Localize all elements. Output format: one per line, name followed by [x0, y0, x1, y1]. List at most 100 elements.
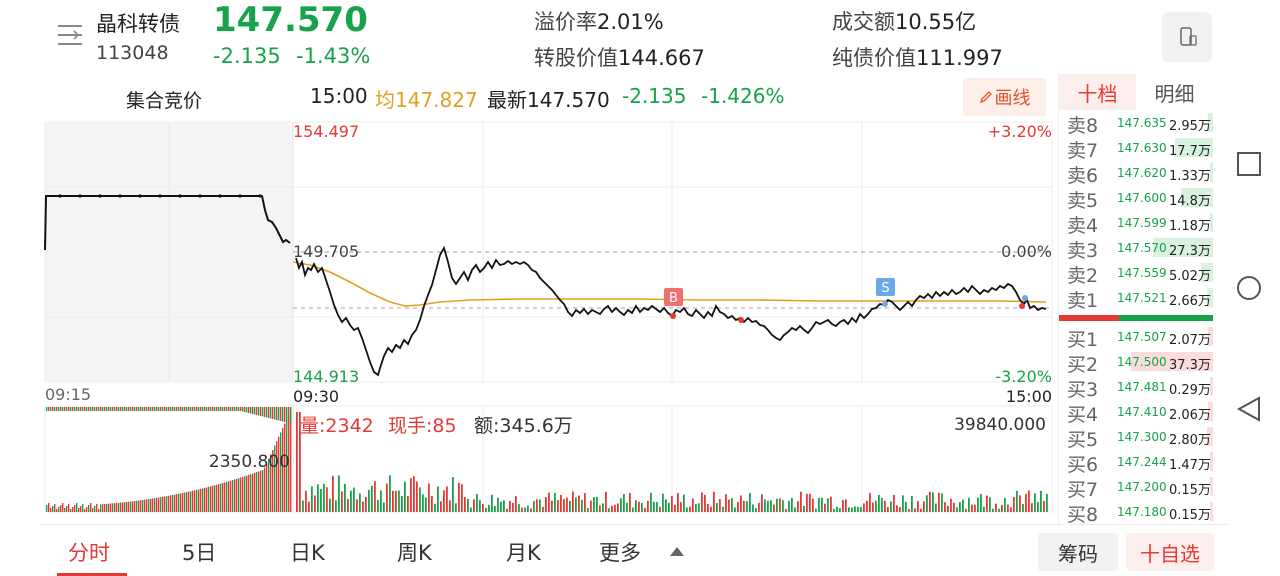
volume-bar: [118, 502, 120, 512]
volume-bar: [78, 508, 80, 512]
ask-level-row[interactable]: 卖3 147.570 27.3万: [1059, 235, 1213, 262]
volume-bar: [286, 407, 288, 423]
volume-bar: [174, 407, 176, 411]
tab-details[interactable]: 明细: [1154, 81, 1195, 106]
bid-level-row[interactable]: 买3 147.481 0.29万: [1059, 374, 1213, 401]
volume-bar: [1031, 503, 1033, 512]
tab-intraday[interactable]: 分时: [68, 541, 110, 565]
bid-level-row[interactable]: 买2 147.500 37.3万: [1059, 349, 1213, 376]
volume-bar: [728, 499, 730, 512]
volume-bar: [1004, 498, 1006, 512]
add-watchlist-button[interactable]: 十自选: [1126, 533, 1214, 571]
ask-level-row[interactable]: 卖5 147.600 14.8万: [1059, 185, 1213, 212]
volume-bar: [136, 500, 138, 512]
volume-bar: [398, 490, 400, 512]
bid-level-row[interactable]: 买5 147.300 2.80万: [1059, 424, 1213, 451]
volume-bar: [854, 506, 856, 512]
caret-up-icon[interactable]: [670, 547, 684, 556]
volume-bar: [180, 493, 182, 512]
ask-level-row[interactable]: 卖4 147.599 1.18万: [1059, 210, 1213, 237]
bid-level-row[interactable]: 买8 147.180 0.15万: [1059, 499, 1213, 526]
bid-ask-divider-green: [1119, 315, 1213, 321]
intraday-chart[interactable]: 154.497 149.705 144.913 +3.20% 0.00% -3.…: [0, 0, 1058, 524]
volume-bar: [166, 496, 168, 512]
volume-bar: [56, 407, 58, 411]
draw-line-button[interactable]: 画线: [963, 78, 1046, 116]
bid-level-row[interactable]: 买1 147.507 2.07万: [1059, 324, 1213, 351]
volume-bar: [941, 493, 943, 512]
volume-bar: [590, 500, 592, 512]
ask-level-row[interactable]: 卖6 147.620 1.33万: [1059, 160, 1213, 187]
volume-bar: [54, 407, 56, 411]
tab-5day[interactable]: 5日: [182, 541, 217, 565]
back-icon[interactable]: [1236, 396, 1260, 422]
volume-bar: [238, 407, 240, 411]
volume-bar: [611, 505, 613, 512]
landscape-toggle-button[interactable]: [1162, 12, 1212, 62]
session-volume-bars: [296, 412, 1048, 512]
volume-bar: [740, 495, 742, 512]
volume-bar: [788, 500, 790, 512]
volume-bar: [278, 407, 280, 421]
chip-distribution-button[interactable]: 筹码: [1038, 533, 1118, 571]
volume-bar: [66, 506, 68, 512]
volume-bar: [335, 500, 337, 512]
volume-bar: [156, 497, 158, 512]
sell-marker[interactable]: S: [876, 278, 895, 296]
volume-bar: [488, 504, 490, 512]
buy-marker[interactable]: B: [664, 288, 683, 306]
volume-bar: [252, 407, 254, 414]
volume-bar: [190, 491, 192, 512]
ask-level-row[interactable]: 卖2 147.559 5.02万: [1059, 260, 1213, 287]
volume-bar: [767, 500, 769, 512]
volume-bar: [114, 503, 116, 512]
mid-price-label: 149.705: [293, 242, 359, 261]
bid-level-row[interactable]: 买6 147.244 1.47万: [1059, 449, 1213, 476]
bid-level-row[interactable]: 买4 147.410 2.06万: [1059, 399, 1213, 426]
volume-bar: [140, 407, 142, 411]
volume-bar: [70, 509, 72, 512]
volume-bar: [196, 407, 198, 411]
tab-daily-k[interactable]: 日K: [290, 541, 325, 565]
volume-bar: [476, 493, 478, 512]
volume-bar: [110, 503, 112, 512]
depth-bar: [1153, 238, 1213, 257]
tab-weekly-k[interactable]: 周K: [397, 541, 432, 565]
volume-bar: [866, 500, 868, 512]
home-icon[interactable]: [1237, 276, 1261, 300]
volume-bar: [164, 496, 166, 512]
price-line: [295, 245, 1047, 377]
ask-level-row[interactable]: 卖7 147.630 17.7万: [1059, 135, 1213, 162]
volume-bar: [950, 498, 952, 512]
latest-price: 最新147.570: [487, 88, 610, 112]
ask-level-row[interactable]: 卖1 147.521 2.66万: [1059, 285, 1213, 312]
volume-bar: [635, 500, 637, 512]
recent-apps-icon[interactable]: [1237, 152, 1261, 176]
volume-bar: [142, 499, 144, 512]
level-volume: 5.02万: [1169, 269, 1211, 284]
bid-level-row[interactable]: 买7 147.200 0.15万: [1059, 474, 1213, 501]
volume-bar: [106, 503, 108, 512]
menu-icon[interactable]: [56, 22, 84, 48]
volume-bar: [262, 469, 264, 512]
volume-bar: [126, 501, 128, 512]
volume-bar: [1010, 507, 1012, 512]
volume-bar: [896, 505, 898, 512]
volume-bar: [230, 407, 232, 411]
ask-level-row[interactable]: 卖8 147.635 2.95万: [1059, 110, 1213, 137]
volume-bar: [911, 495, 913, 512]
level-volume: 2.66万: [1169, 294, 1211, 309]
volume-bar: [224, 407, 226, 411]
tab-ten-levels[interactable]: 十档: [1059, 74, 1136, 110]
volume-bar: [220, 483, 222, 512]
volume-bar: [707, 504, 709, 512]
stock-code: 113048: [96, 42, 169, 64]
tab-more[interactable]: 更多: [599, 541, 641, 565]
tab-monthly-k[interactable]: 月K: [506, 541, 541, 565]
volume-bar: [794, 507, 796, 512]
depth-bar: [1210, 377, 1213, 396]
level-price: 147.244: [1117, 455, 1167, 469]
volume-bar: [214, 407, 216, 411]
volume-bar: [893, 494, 895, 512]
volume-bar: [110, 407, 112, 411]
